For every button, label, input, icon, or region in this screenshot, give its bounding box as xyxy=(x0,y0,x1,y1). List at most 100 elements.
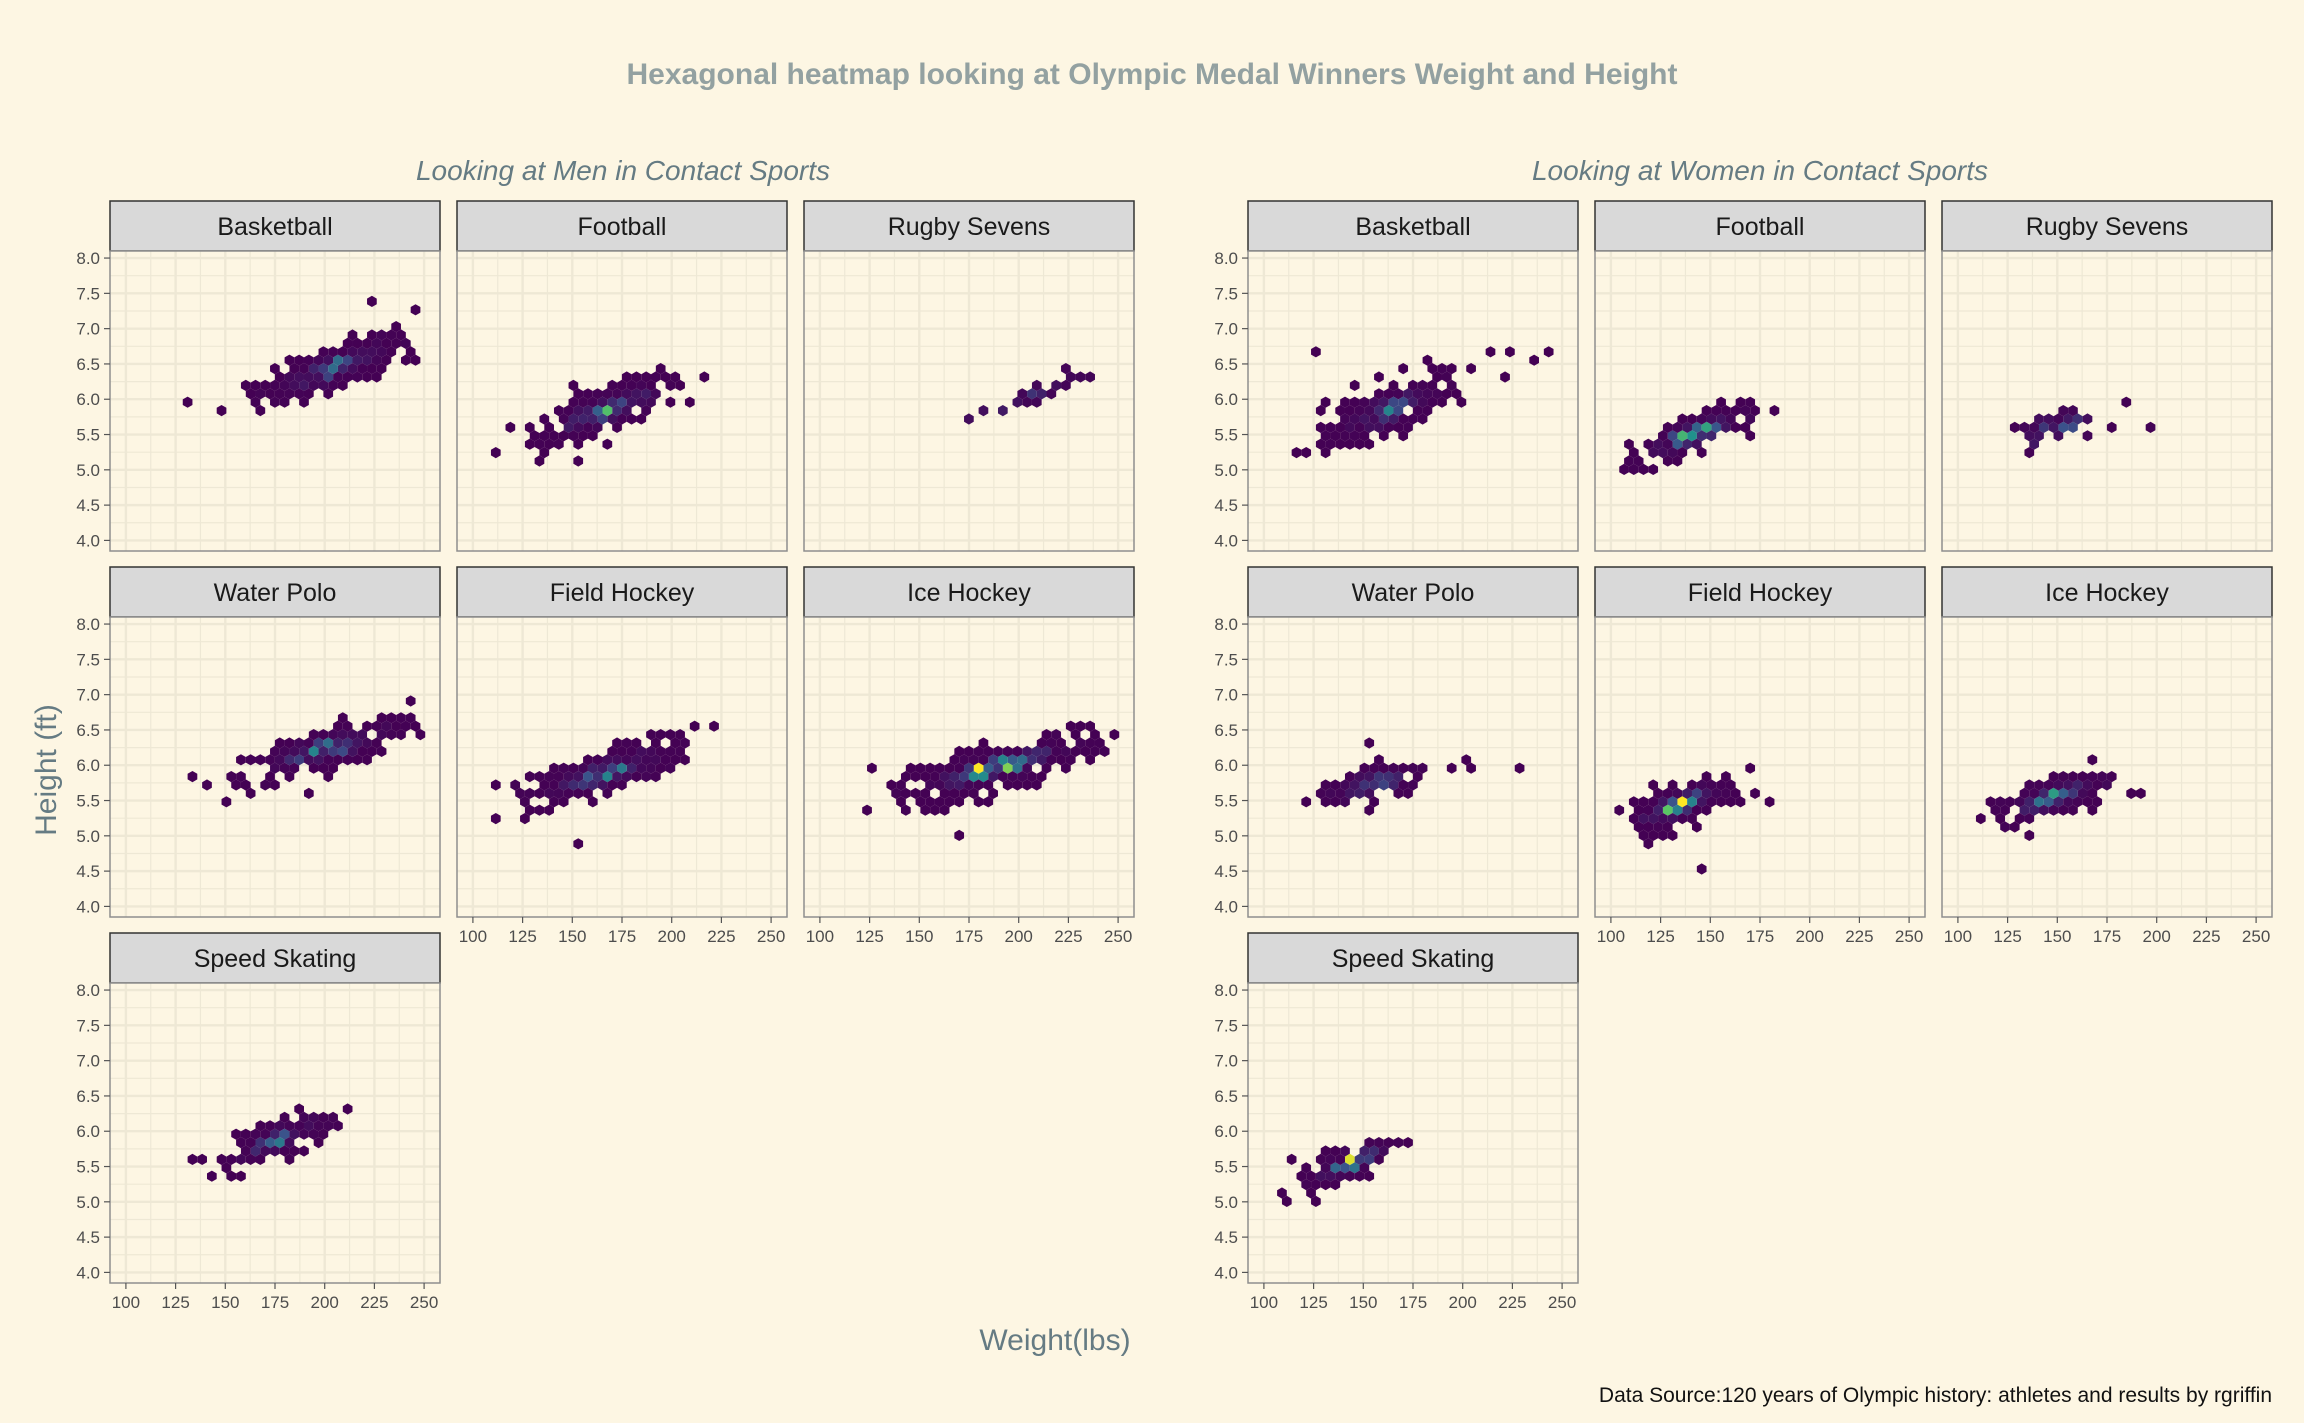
hex-bin xyxy=(621,405,632,417)
hex-bin xyxy=(337,346,348,358)
hex-bin xyxy=(1085,737,1095,749)
hex-bin xyxy=(1403,787,1413,799)
hex-bin xyxy=(573,787,584,799)
y-tick-label: 5.5 xyxy=(1214,1158,1238,1177)
hex-bin xyxy=(333,720,343,732)
hex-bin xyxy=(1662,455,1673,467)
hex-bin xyxy=(260,1145,271,1157)
hex-bin xyxy=(680,754,690,766)
hex-bin xyxy=(299,379,309,391)
hex-bin xyxy=(1320,447,1331,459)
hex-bin xyxy=(534,787,545,799)
facet-label: Basketball xyxy=(217,213,332,241)
x-tick-label: 125 xyxy=(508,927,536,946)
hex-bin xyxy=(558,762,569,774)
hex-bin xyxy=(1716,396,1726,408)
hex-bin xyxy=(583,754,593,766)
hex-bin xyxy=(583,405,593,417)
hex-bin xyxy=(650,754,661,766)
hex-bin xyxy=(1090,729,1100,741)
hexbins xyxy=(964,363,1095,425)
hex-bin xyxy=(342,720,353,732)
hex-bin xyxy=(1306,1187,1316,1199)
hex-bin xyxy=(279,379,290,391)
hex-bin xyxy=(968,771,979,783)
hex-bin xyxy=(1648,779,1659,791)
hex-bin xyxy=(563,787,574,799)
hex-bin xyxy=(997,771,1008,783)
hex-bin xyxy=(1041,729,1052,741)
hex-bin xyxy=(1344,1153,1355,1165)
hex-bin xyxy=(1730,421,1741,433)
hex-bin xyxy=(1374,421,1384,433)
y-tick-label: 6.0 xyxy=(1214,756,1238,775)
hex-bin xyxy=(1446,762,1457,774)
hex-bin xyxy=(2068,421,2078,433)
hex-bin xyxy=(289,745,300,757)
hex-bin xyxy=(284,1153,295,1165)
hex-bin xyxy=(265,754,275,766)
y-tick-label: 4.5 xyxy=(1214,496,1238,515)
hex-bin xyxy=(1422,354,1433,366)
hex-bin xyxy=(641,405,651,417)
hex-bin xyxy=(1378,413,1389,425)
hex-bin xyxy=(279,396,290,408)
x-tick-label: 225 xyxy=(360,1293,388,1312)
hex-bin xyxy=(1056,737,1066,749)
facet-label: Rugby Sevens xyxy=(2026,213,2189,241)
hex-bin xyxy=(934,762,945,774)
hex-bin xyxy=(1408,779,1418,791)
hex-bin xyxy=(1456,396,1467,408)
x-tick-label: 200 xyxy=(658,927,686,946)
hex-bin xyxy=(1301,796,1312,808)
hex-bin xyxy=(944,779,955,791)
hex-bin xyxy=(1383,771,1394,783)
hex-bin xyxy=(650,771,661,783)
hex-bin xyxy=(988,754,998,766)
hex-bin xyxy=(1085,720,1095,732)
panel-men-basketball: Basketball 4.0 4.5 5.0 5.5 6.0 6.5 7.0 7.5 8.0 xyxy=(76,200,441,552)
hex-bin xyxy=(988,787,998,799)
hex-bin xyxy=(2029,438,2039,450)
y-tick-label: 5.0 xyxy=(76,827,100,846)
hex-bin xyxy=(1022,762,1032,774)
hex-bin xyxy=(1369,779,1379,791)
hex-bin xyxy=(920,771,931,783)
hex-bin xyxy=(993,762,1003,774)
hex-bin xyxy=(602,787,613,799)
x-tick-label: 175 xyxy=(955,927,983,946)
hex-bin xyxy=(959,771,969,783)
hex-bin xyxy=(573,421,584,433)
hex-bin xyxy=(573,455,584,467)
hex-bin xyxy=(665,379,676,391)
hex-bin xyxy=(621,771,632,783)
hex-bin xyxy=(1398,762,1409,774)
hex-bin xyxy=(1320,396,1331,408)
panel-border xyxy=(803,250,1135,552)
hex-bin xyxy=(333,754,343,766)
hex-bin xyxy=(1388,779,1399,791)
hex-bin xyxy=(505,421,516,433)
hex-bin xyxy=(636,762,647,774)
hex-bin xyxy=(1677,813,1688,825)
hex-bin xyxy=(1364,405,1375,417)
hex-bin xyxy=(1638,829,1649,841)
hex-bin xyxy=(1408,762,1418,774)
hex-bin xyxy=(1745,396,1756,408)
facet-strip xyxy=(109,200,441,252)
hex-bin xyxy=(2097,771,2107,783)
hex-bin xyxy=(265,771,275,783)
hex-bin xyxy=(534,804,545,816)
hex-bin xyxy=(597,762,608,774)
hex-bin xyxy=(1364,1137,1375,1149)
y-tick-label: 8.0 xyxy=(76,981,100,1000)
hex-bin xyxy=(308,729,319,741)
hex-bin xyxy=(2082,779,2093,791)
hex-bin xyxy=(1065,754,1076,766)
hex-bin xyxy=(371,720,382,732)
hex-bin xyxy=(1466,762,1476,774)
hex-bin xyxy=(337,729,348,741)
hex-bin xyxy=(308,1128,319,1140)
hex-bin xyxy=(626,379,637,391)
hex-bin xyxy=(2072,796,2083,808)
